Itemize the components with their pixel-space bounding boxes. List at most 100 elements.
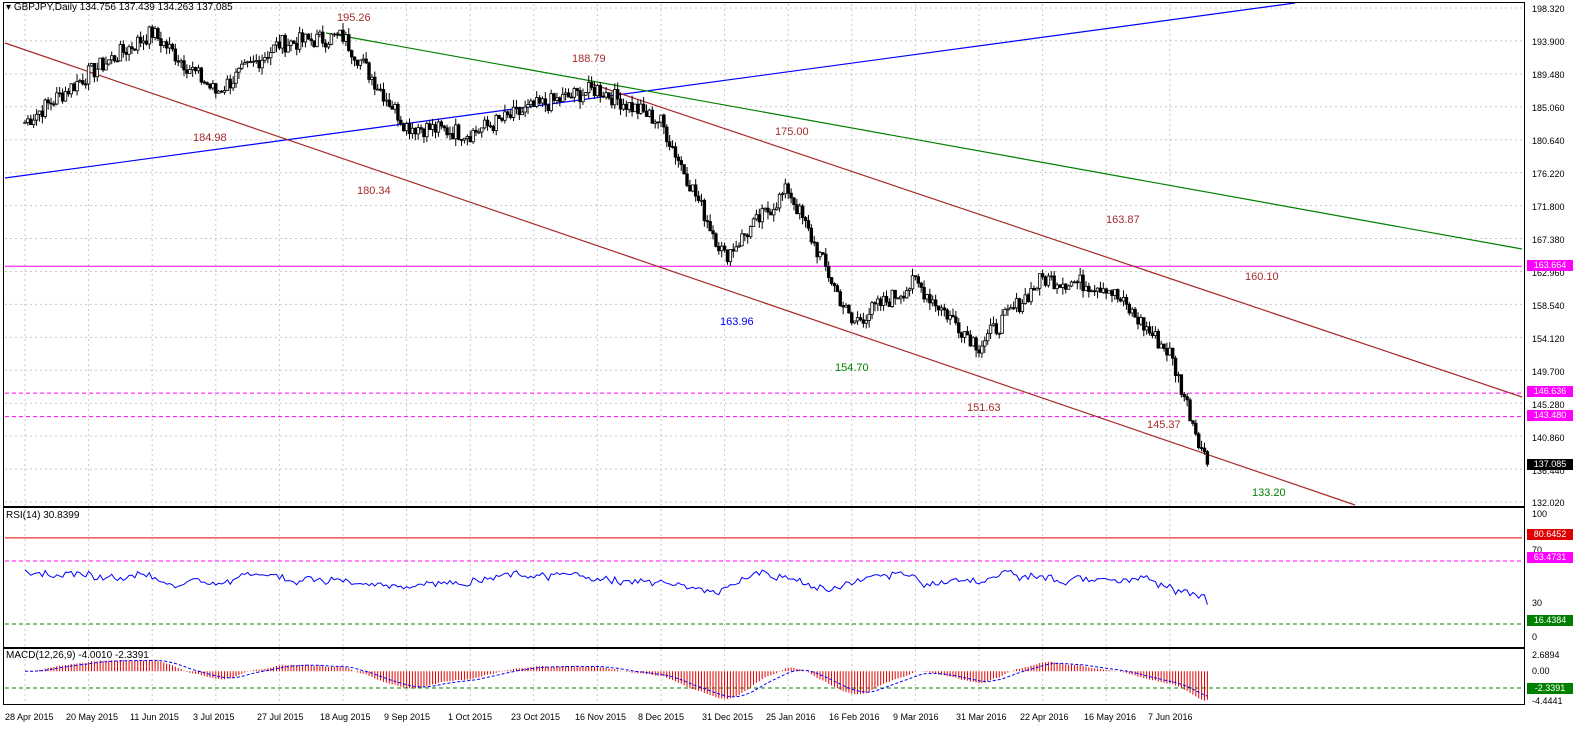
candle-body bbox=[315, 33, 319, 47]
macd-tick: 0.00 bbox=[1532, 666, 1550, 676]
candle-body bbox=[789, 192, 793, 199]
candle-body bbox=[425, 123, 429, 138]
candle-body bbox=[673, 146, 678, 158]
candle-body bbox=[231, 82, 235, 89]
candle-body bbox=[829, 277, 834, 284]
candle-body bbox=[260, 59, 264, 69]
candle-body bbox=[682, 164, 686, 175]
candle-body bbox=[358, 59, 363, 66]
price-tick: 189.480 bbox=[1532, 70, 1565, 80]
candle-body bbox=[306, 33, 311, 40]
price-annotation: 163.87 bbox=[1106, 214, 1140, 226]
rsi-pane[interactable] bbox=[3, 507, 1525, 648]
candle-body bbox=[1081, 274, 1085, 292]
candle-body bbox=[352, 56, 357, 61]
candle-body bbox=[734, 246, 738, 252]
price-annotation: 180.34 bbox=[357, 185, 391, 197]
collapse-triangle-icon[interactable]: ▾ bbox=[6, 2, 12, 13]
candle-body bbox=[922, 286, 926, 300]
candle-body bbox=[1156, 330, 1160, 349]
candle-body bbox=[84, 83, 88, 86]
price-tick: 132.020 bbox=[1532, 498, 1565, 508]
candle-body bbox=[951, 314, 955, 318]
candle-body bbox=[81, 80, 85, 85]
candle-body bbox=[1035, 287, 1039, 291]
date-tick: 23 Oct 2015 bbox=[511, 712, 561, 722]
candle-body bbox=[696, 195, 701, 201]
candle-body bbox=[1066, 285, 1071, 290]
candle-body bbox=[743, 233, 747, 236]
macd-tick: 2.6894 bbox=[1532, 650, 1560, 660]
rsi-line bbox=[24, 569, 1208, 605]
candle-body bbox=[419, 127, 423, 130]
date-tick: 16 Nov 2015 bbox=[575, 712, 627, 722]
candle-body bbox=[456, 124, 461, 140]
candle-body bbox=[199, 67, 204, 83]
candle-body bbox=[480, 127, 484, 133]
candle-body bbox=[589, 81, 594, 88]
ohlc-values: 134.756 137.439 134.263 137.085 bbox=[79, 2, 233, 13]
price-annotation: 151.63 bbox=[967, 402, 1001, 414]
candle-body bbox=[1162, 343, 1166, 349]
candle-body bbox=[205, 82, 209, 85]
price-annotation: 175.00 bbox=[775, 126, 809, 138]
candle-body bbox=[373, 76, 377, 90]
candle-body bbox=[520, 111, 524, 116]
candle-body bbox=[188, 69, 192, 74]
macd-pane[interactable] bbox=[3, 648, 1525, 705]
candle-body bbox=[566, 92, 571, 98]
candle-body bbox=[1069, 281, 1074, 287]
candle-body bbox=[1040, 273, 1045, 278]
candle-body bbox=[86, 65, 91, 85]
candle-body bbox=[858, 317, 863, 321]
candle-body bbox=[561, 93, 565, 102]
candle-body bbox=[942, 307, 947, 311]
candle-body bbox=[329, 33, 334, 45]
candle-body bbox=[485, 119, 490, 127]
candle-body bbox=[462, 137, 467, 141]
candle-body bbox=[1147, 326, 1152, 334]
price-tick: 149.700 bbox=[1532, 367, 1565, 377]
candle-body bbox=[1142, 317, 1146, 331]
candle-body bbox=[772, 209, 776, 216]
candle-body bbox=[173, 48, 178, 62]
candle-body bbox=[864, 320, 868, 324]
candle-body bbox=[75, 81, 79, 92]
candle-body bbox=[665, 126, 669, 143]
date-tick: 27 Jul 2015 bbox=[257, 712, 304, 722]
green-trend-line bbox=[325, 32, 1523, 250]
candle-body bbox=[387, 99, 391, 107]
candle-body bbox=[766, 207, 770, 213]
rsi-tick: 100 bbox=[1532, 509, 1548, 519]
candle-body bbox=[988, 324, 993, 334]
symbol-name: GBPJPY,Daily bbox=[13, 2, 77, 13]
price-annotation: 160.10 bbox=[1245, 271, 1279, 283]
candle-body bbox=[1124, 296, 1129, 305]
candle-body bbox=[667, 141, 672, 147]
candle-body bbox=[396, 104, 400, 121]
candle-body bbox=[43, 99, 47, 117]
candle-body bbox=[838, 291, 842, 307]
candle-body bbox=[364, 58, 368, 64]
rsi-lower-box: 16.4384 bbox=[1527, 615, 1573, 626]
candle-body bbox=[728, 249, 733, 263]
price-tick: 167.380 bbox=[1532, 235, 1565, 245]
candle-body bbox=[55, 92, 59, 105]
candle-body bbox=[615, 89, 620, 100]
candle-body bbox=[708, 220, 712, 232]
candle-body bbox=[581, 94, 585, 103]
candle-body bbox=[517, 107, 522, 116]
candle-body bbox=[910, 275, 915, 290]
macd-signal-line bbox=[25, 659, 1208, 698]
candle-body bbox=[526, 104, 530, 108]
resistance-price-box: 163.664 bbox=[1527, 260, 1573, 271]
candle-body bbox=[676, 156, 681, 161]
rsi-upper-box: 80.6452 bbox=[1527, 529, 1573, 540]
candle-body bbox=[867, 313, 871, 321]
candle-body bbox=[552, 93, 556, 101]
candle-body bbox=[809, 227, 814, 243]
price-annotation: 188.79 bbox=[572, 53, 606, 65]
price-pane[interactable] bbox=[3, 2, 1525, 507]
candle-body bbox=[928, 294, 932, 304]
